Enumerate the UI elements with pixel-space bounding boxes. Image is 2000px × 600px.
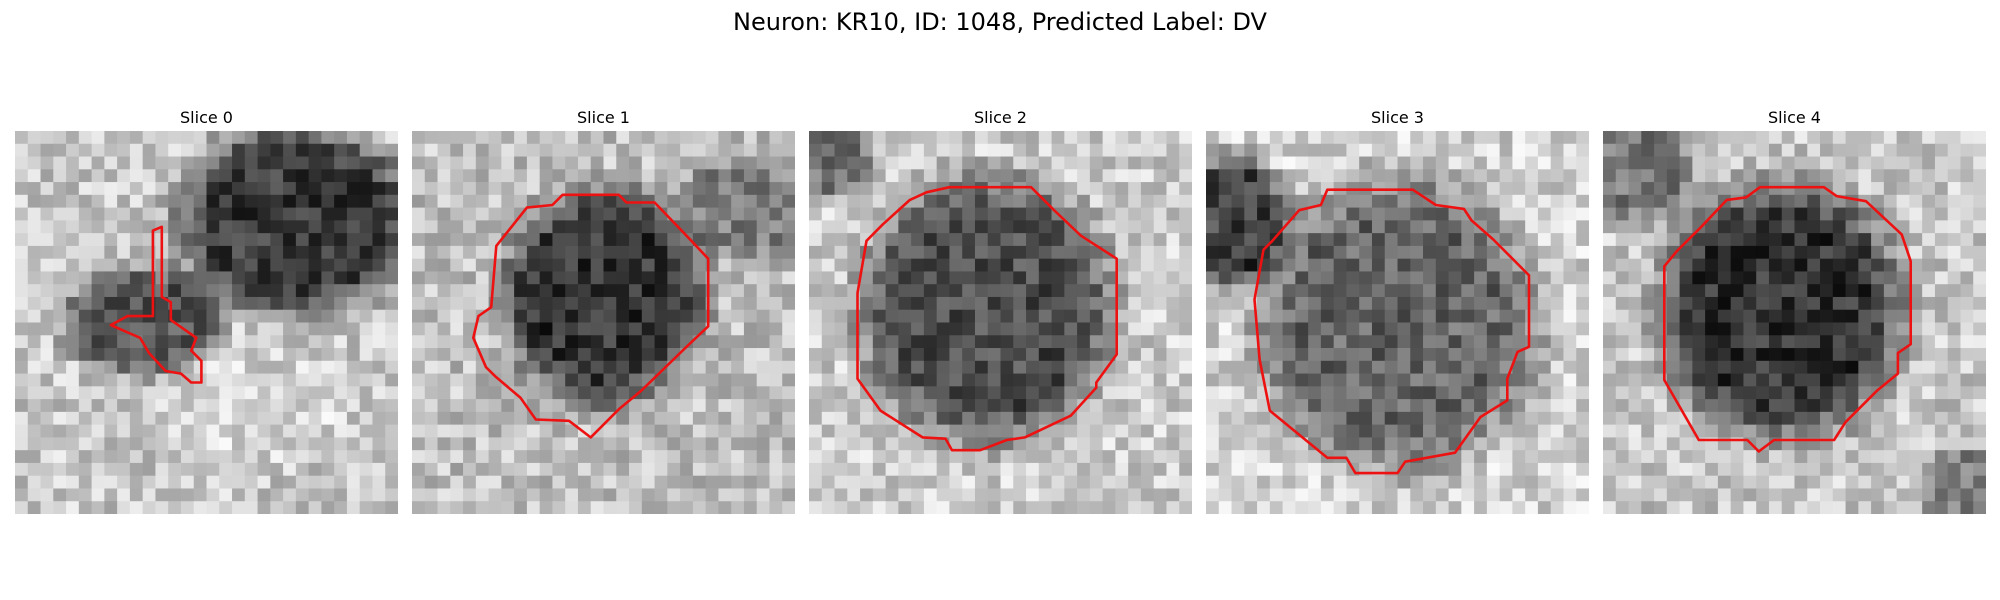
roi-contour — [471, 193, 710, 439]
slice-panel-1: Slice 1 — [412, 107, 795, 514]
figure-title: Neuron: KR10, ID: 1048, Predicted Label:… — [733, 8, 1267, 36]
slice-panel-4: Slice 4 — [1603, 107, 1986, 514]
slice-title: Slice 4 — [1768, 108, 1821, 127]
slice-panel-2: Slice 2 — [809, 107, 1192, 514]
slice-title: Slice 2 — [974, 108, 1027, 127]
roi-contour — [1253, 188, 1531, 475]
slice-image — [1206, 131, 1589, 514]
slice-panel-0: Slice 0 — [15, 107, 398, 514]
roi-contour — [856, 185, 1119, 452]
slice-title: Slice 0 — [180, 108, 233, 127]
slice-image — [1603, 131, 1986, 514]
slice-panel-3: Slice 3 — [1206, 107, 1589, 514]
roi-contour — [1662, 185, 1913, 453]
roi-contour — [109, 225, 203, 384]
slice-image — [809, 131, 1192, 514]
slice-title: Slice 1 — [577, 108, 630, 127]
slice-image — [412, 131, 795, 514]
slice-title: Slice 3 — [1371, 108, 1424, 127]
slice-image — [15, 131, 398, 514]
